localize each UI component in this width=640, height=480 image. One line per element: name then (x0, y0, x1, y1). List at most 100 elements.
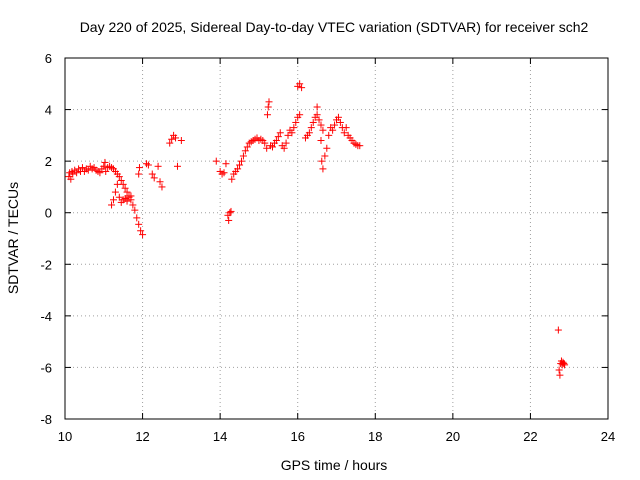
x-tick-label: 22 (523, 429, 537, 444)
chart-title: Day 220 of 2025, Sidereal Day-to-day VTE… (80, 19, 589, 35)
data-point (168, 135, 176, 143)
data-point (315, 116, 323, 124)
data-point (172, 134, 180, 142)
data-point (282, 139, 290, 147)
data-point (298, 84, 306, 92)
data-point (212, 157, 220, 165)
data-point (305, 129, 313, 137)
y-tick-label: -6 (40, 360, 52, 375)
data-point (109, 196, 117, 204)
grid (65, 58, 608, 419)
data-point (177, 137, 185, 145)
data-point (73, 169, 81, 177)
data-point (296, 111, 304, 119)
data-points (65, 80, 569, 379)
data-point (276, 129, 284, 137)
data-point (319, 165, 327, 173)
data-point (108, 164, 116, 172)
data-point (123, 188, 131, 196)
data-point (290, 124, 298, 132)
data-point (111, 188, 119, 196)
data-point (84, 166, 92, 174)
data-point (135, 164, 143, 172)
y-tick-label: 4 (45, 103, 52, 118)
data-point (313, 103, 321, 111)
data-point (156, 178, 164, 186)
data-point (323, 144, 331, 152)
data-point (263, 111, 271, 119)
data-point (96, 169, 104, 177)
data-point (269, 143, 277, 151)
y-tick-label: -8 (40, 412, 52, 427)
data-point (265, 98, 273, 106)
data-point (336, 118, 344, 126)
data-point (220, 169, 228, 177)
data-point (117, 176, 125, 184)
data-point (307, 124, 315, 132)
data-point (166, 139, 174, 147)
data-point (148, 170, 156, 178)
data-point (113, 180, 121, 188)
data-point (234, 165, 242, 173)
data-point (154, 162, 162, 170)
data-point (237, 157, 245, 165)
data-point (69, 170, 77, 178)
data-point (158, 183, 166, 191)
data-point (139, 231, 147, 239)
x-tick-label: 18 (368, 429, 382, 444)
data-point (263, 144, 271, 152)
y-tick-label: -2 (40, 257, 52, 272)
data-point (342, 124, 350, 132)
data-point (144, 161, 152, 169)
data-point (313, 111, 321, 119)
data-point (352, 140, 360, 148)
data-point (142, 160, 150, 168)
data-point (319, 126, 327, 134)
data-point (356, 142, 364, 150)
data-point (296, 80, 304, 88)
data-point (340, 129, 348, 137)
data-point (101, 158, 109, 166)
data-point (121, 184, 129, 192)
data-point (123, 197, 131, 205)
data-point (555, 366, 563, 374)
data-point (222, 160, 230, 168)
data-point (227, 207, 235, 215)
data-point (274, 133, 282, 141)
data-point (264, 103, 272, 111)
data-point (173, 162, 181, 170)
data-point (241, 147, 249, 155)
data-point (150, 174, 158, 182)
data-point (556, 371, 564, 379)
data-point (239, 152, 247, 160)
data-point (560, 360, 568, 368)
data-point (329, 126, 337, 134)
data-point (78, 164, 86, 172)
y-axis-label: SDTVAR / TECUs (5, 182, 21, 294)
data-point (309, 118, 317, 126)
data-point (257, 135, 265, 143)
data-point (131, 206, 139, 214)
data-point (108, 201, 116, 209)
x-tick-label: 16 (290, 429, 304, 444)
data-point (137, 227, 145, 235)
data-point (236, 161, 244, 169)
x-axis-label: GPS time / hours (281, 457, 388, 473)
plot-frame (64, 57, 609, 420)
data-point (261, 139, 269, 147)
data-point (127, 192, 135, 200)
data-point (135, 220, 143, 228)
axis-ticks (64, 57, 609, 420)
data-point (225, 216, 233, 224)
data-point (317, 121, 325, 129)
x-tick-label: 24 (601, 429, 615, 444)
data-point (561, 361, 569, 369)
x-tick-label: 20 (446, 429, 460, 444)
data-point (115, 193, 123, 201)
data-point (272, 137, 280, 145)
x-tick-label: 10 (58, 429, 72, 444)
data-point (318, 157, 326, 165)
data-point (331, 121, 339, 129)
